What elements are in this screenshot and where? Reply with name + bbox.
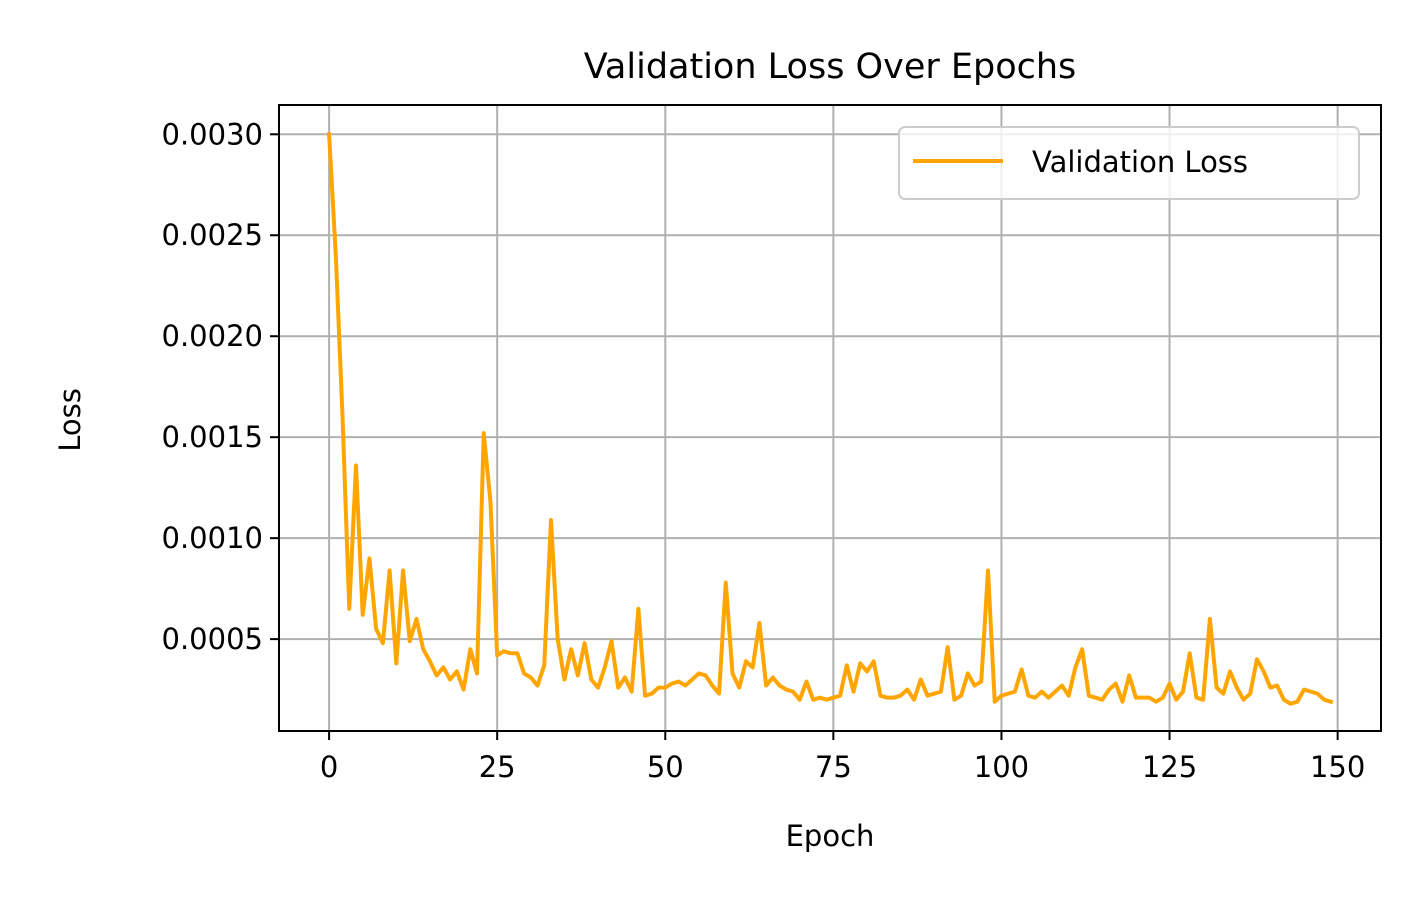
y-tick-label: 0.0010 <box>162 521 263 555</box>
y-tick-label: 0.0020 <box>162 319 263 353</box>
series-line-validation-loss <box>326 132 1334 706</box>
grid-lines <box>279 105 1381 731</box>
y-tick-label: 0.0005 <box>162 622 263 656</box>
y-tick-label: 0.0015 <box>162 420 263 454</box>
y-axis-title: Loss <box>53 388 87 452</box>
axes-frame <box>278 104 1382 732</box>
y-tick-label: 0.0025 <box>162 218 263 252</box>
x-tick-label: 50 <box>647 750 684 784</box>
x-tick-label: 100 <box>974 750 1029 784</box>
x-axis-title: Epoch <box>786 819 875 853</box>
y-tick-label: 0.0030 <box>162 117 263 151</box>
x-tick-label: 75 <box>815 750 852 784</box>
series-layer <box>326 132 1334 706</box>
x-tick-label: 125 <box>1142 750 1197 784</box>
x-tick-label: 25 <box>479 750 516 784</box>
y-axis-ticks: 0.0005 0.0010 0.0015 0.0020 0.0025 0.0030 <box>162 117 279 656</box>
legend-box <box>898 126 1360 200</box>
legend-label: Validation Loss <box>1032 145 1248 179</box>
legend: Validation Loss <box>898 126 1360 200</box>
x-axis-ticks: 0 25 50 75 100 125 150 <box>320 731 1365 784</box>
chart-title: Validation Loss Over Epochs <box>584 47 1077 87</box>
x-tick-label: 150 <box>1310 750 1365 784</box>
x-tick-label: 0 <box>320 750 338 784</box>
